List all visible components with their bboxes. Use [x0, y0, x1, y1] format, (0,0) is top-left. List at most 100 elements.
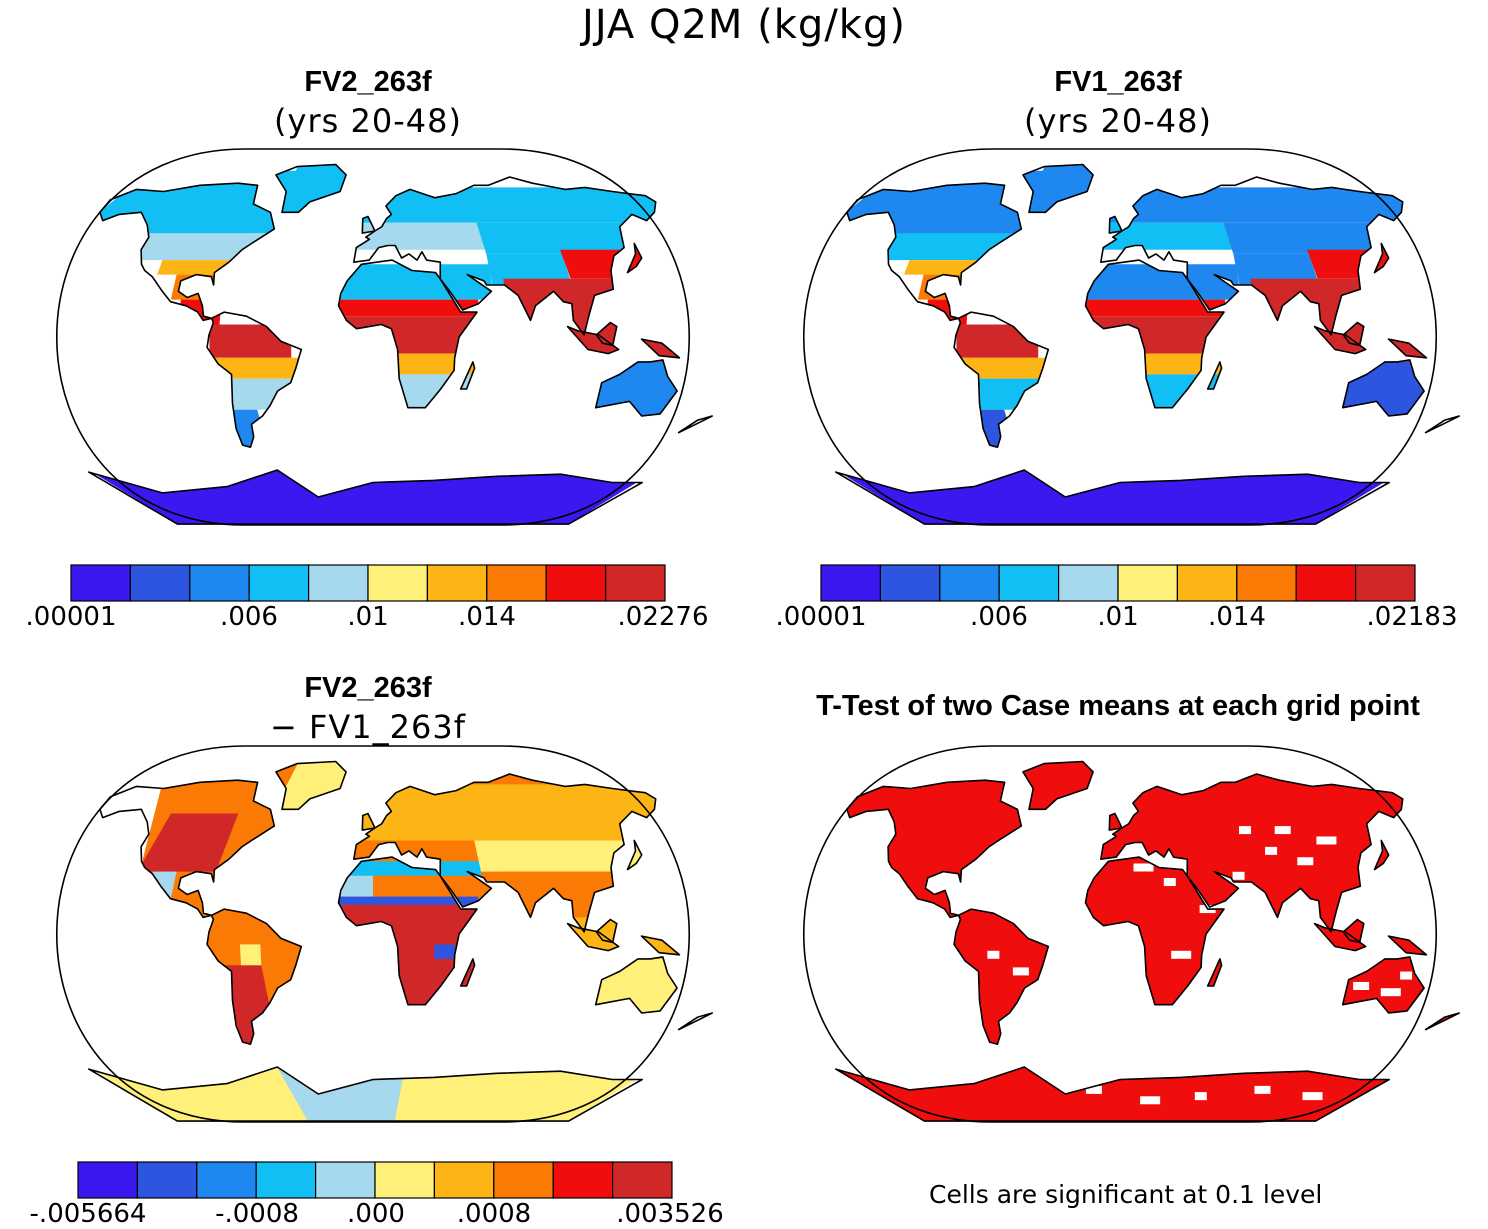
colorbar-diff-swatch [255, 1161, 317, 1199]
nonsignificant-cell [1133, 863, 1154, 872]
map-value-cell [350, 784, 705, 841]
colorbar-diff-swatch [196, 1161, 257, 1199]
coastline-borneo [1342, 321, 1365, 347]
map-fv2 [55, 148, 713, 526]
colorbar-fv2-swatch [367, 564, 429, 602]
cbar-fv2-tick: .014 [458, 602, 516, 632]
map-value-cell [486, 253, 573, 285]
coastline-indonesia [1313, 325, 1367, 355]
coastline-samerica [953, 908, 1050, 1045]
coastline-newguinea [1387, 935, 1428, 956]
panel-fv2-title: FV2_263f [304, 66, 432, 98]
colorbar-fv2-swatch [486, 564, 547, 602]
colorbar-diff-swatch [136, 1161, 198, 1199]
coastline-borneo [595, 321, 618, 347]
nonsignificant-cell [1400, 971, 1413, 980]
cbar-diff-tick: -.0008 [215, 1199, 299, 1229]
map-diff-frame [55, 745, 691, 1123]
colorbar-fv2-swatch [70, 564, 132, 602]
nonsignificant-cell [1353, 981, 1370, 990]
map-value-cell [1079, 264, 1242, 300]
coastline-indonesia [1313, 922, 1367, 952]
coastline-japan [626, 839, 643, 871]
coastline-madagascar [1206, 958, 1223, 987]
map-value-cell [956, 357, 1050, 379]
colorbar-diff-swatch [315, 1161, 376, 1199]
colorbar-fv2-swatch [308, 564, 369, 602]
map-value-cell [332, 896, 479, 905]
cbar-fv2-tick: .00001 [25, 602, 117, 632]
cbar-diff-tick: -.005664 [29, 1199, 147, 1229]
nonsignificant-cell [1265, 846, 1278, 855]
map-diff [55, 745, 713, 1123]
coastline-samerica [206, 908, 303, 1045]
cbar-fv2-tick: .01 [347, 602, 389, 632]
coastline-australia [1341, 956, 1425, 1014]
panel-ttest-title: T-Test of two Case means at each grid po… [816, 690, 1420, 722]
cbar-fv2-tick: .02276 [617, 602, 709, 632]
panel-diff-title: FV2_263f [304, 672, 432, 704]
coastline-nz [1424, 1012, 1460, 1031]
map-value-cell [209, 357, 303, 379]
nonsignificant-cell [1238, 826, 1251, 835]
colorbar-fv1-swatch [879, 564, 941, 602]
coastline-antarctica [835, 469, 1390, 525]
map-value-cell [956, 324, 1039, 358]
nonsignificant-cell [1302, 1092, 1323, 1101]
coastline-antarctica [835, 1066, 1390, 1122]
panel-fv1-subtitle: (yrs 20-48) [1024, 102, 1212, 140]
coastline-antarctica [88, 1066, 643, 1122]
colorbar-diff-swatch [552, 1161, 614, 1199]
coastline-japan [1373, 839, 1390, 871]
colorbar-fv1-swatch [939, 564, 1000, 602]
coastline-namerica [846, 182, 1023, 322]
colorbar-fv1 [820, 564, 1416, 602]
map-value-cell [1223, 222, 1460, 254]
coastline-africa [1084, 259, 1225, 409]
map-value-cell [1233, 253, 1320, 285]
colorbar-diff [77, 1161, 673, 1199]
coastline-japan [626, 242, 643, 274]
colorbar-fv2-swatch [604, 564, 666, 602]
nonsignificant-cell [1194, 1092, 1207, 1101]
nonsignificant-cell [1085, 1085, 1102, 1094]
colorbar-fv2-swatch [129, 564, 191, 602]
map-value-cell [137, 813, 239, 872]
coastline-nz [1424, 415, 1460, 434]
cbar-diff-tick: .0008 [456, 1199, 532, 1229]
coastline-namerica [846, 779, 1023, 919]
colorbar-fv1-swatch [1295, 564, 1357, 602]
nonsignificant-cell [1140, 1096, 1161, 1105]
coastline-namerica [99, 182, 276, 322]
cbar-fv1-tick: .00001 [775, 602, 867, 632]
map-value-cell [157, 260, 230, 275]
map-value-cell [373, 875, 444, 897]
coastline-africa [1084, 856, 1225, 1006]
map-value-cell [880, 233, 1013, 261]
nonsignificant-cell [1171, 950, 1192, 959]
coastline-borneo [595, 918, 618, 944]
coastline-britain [1108, 215, 1123, 234]
colorbar-diff-swatch [374, 1161, 436, 1199]
colorbar-fv2 [70, 564, 666, 602]
coastline-britain [361, 812, 376, 831]
colorbar-fv2-swatch [545, 564, 607, 602]
map-value-cell [239, 944, 262, 966]
coastline-newguinea [1387, 338, 1428, 359]
colorbar-fv2-swatch [248, 564, 310, 602]
coastline-africa [337, 856, 478, 1006]
colorbar-diff-swatch [77, 1161, 139, 1199]
nonsignificant-cell [1254, 1085, 1271, 1094]
figure-title: JJA Q2M (kg/kg) [582, 2, 906, 48]
map-value-cell [133, 233, 266, 261]
nonsignificant-cell [1012, 967, 1029, 976]
map-ttest-frame [802, 745, 1438, 1123]
coastline-madagascar [1206, 361, 1223, 390]
map-value-cell [332, 299, 480, 317]
coastline-newguinea [640, 935, 681, 956]
coastline-indonesia [566, 922, 620, 952]
coastline-eurasia [353, 773, 657, 933]
map-value-cell [1079, 299, 1227, 317]
colorbar-fv1-swatch [1176, 564, 1238, 602]
coastline-madagascar [459, 958, 476, 987]
